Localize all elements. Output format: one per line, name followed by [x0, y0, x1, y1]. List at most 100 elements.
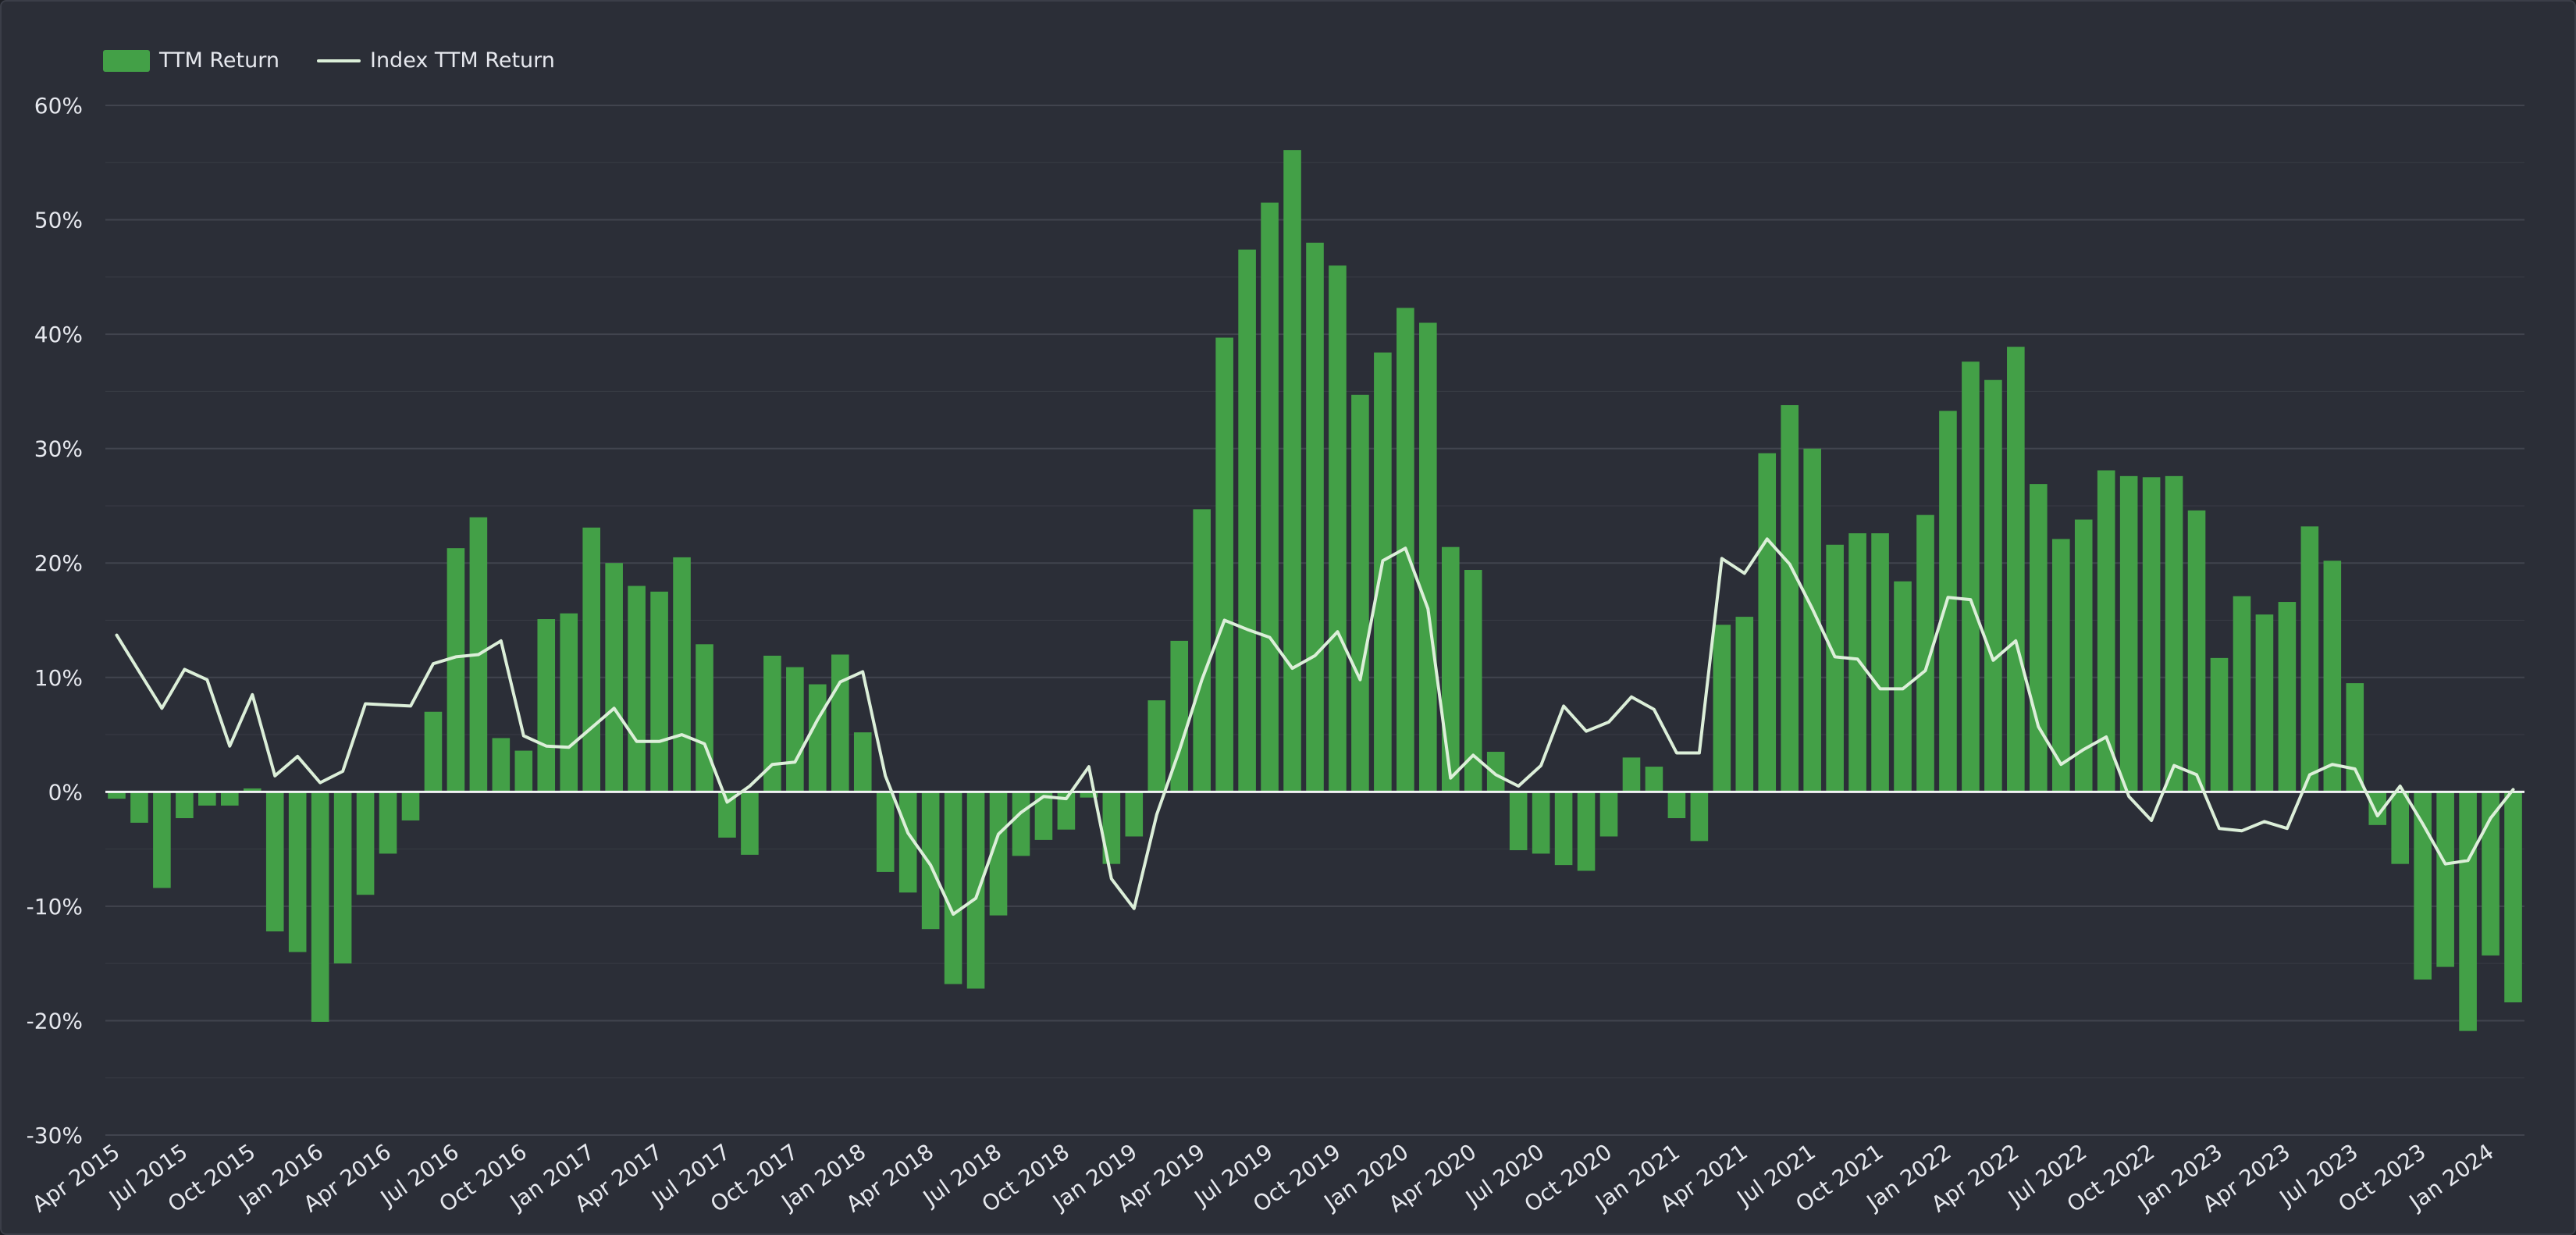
bar[interactable] [514, 750, 533, 792]
bar[interactable] [1012, 792, 1030, 856]
bar[interactable] [831, 654, 849, 792]
bar[interactable] [921, 792, 940, 930]
bar[interactable] [1261, 202, 1279, 792]
bar[interactable] [356, 792, 375, 895]
bar[interactable] [1102, 792, 1121, 864]
bar[interactable] [763, 655, 781, 792]
bar[interactable] [1645, 767, 1663, 792]
bar[interactable] [1034, 792, 1053, 840]
bar[interactable] [2233, 596, 2251, 792]
bar[interactable] [2459, 792, 2477, 1031]
bar[interactable] [2030, 484, 2048, 792]
bar[interactable] [1238, 249, 1256, 792]
bar[interactable] [1781, 404, 1799, 792]
bar[interactable] [2187, 510, 2206, 792]
bar[interactable] [1962, 361, 1980, 792]
bar[interactable] [537, 619, 556, 792]
index-line[interactable] [115, 537, 2515, 916]
bar[interactable] [2414, 792, 2432, 980]
bar[interactable] [898, 792, 917, 893]
bar[interactable] [1464, 570, 1482, 792]
bar[interactable] [153, 792, 171, 888]
bar[interactable] [1351, 394, 1369, 792]
bar[interactable] [1170, 640, 1189, 792]
bar[interactable] [2119, 475, 2138, 792]
bar[interactable] [108, 792, 126, 799]
bar[interactable] [1509, 792, 1528, 851]
bar[interactable] [989, 792, 1008, 916]
bar[interactable] [944, 792, 962, 984]
bar[interactable] [447, 548, 465, 792]
bar[interactable] [2323, 561, 2342, 792]
bar[interactable] [2278, 602, 2297, 792]
bar[interactable] [560, 613, 578, 792]
bar[interactable] [1894, 581, 1912, 792]
bar[interactable] [2051, 539, 2070, 792]
bar[interactable] [1283, 150, 1301, 792]
bar[interactable] [333, 792, 352, 964]
bar[interactable] [786, 667, 804, 792]
bar[interactable] [424, 711, 443, 792]
bar[interactable] [2482, 792, 2500, 956]
bar[interactable] [1758, 453, 1777, 792]
bar[interactable] [1080, 792, 1098, 798]
bar[interactable] [1803, 448, 1821, 792]
bar[interactable] [1329, 265, 1347, 792]
bar[interactable] [2255, 614, 2274, 792]
bar[interactable] [492, 738, 511, 792]
legend-item-index-ttm-return[interactable]: Index TTM Return [316, 48, 555, 73]
bar[interactable] [2165, 475, 2183, 792]
bar[interactable] [741, 792, 759, 855]
bar[interactable] [2504, 792, 2522, 1002]
bar[interactable] [1419, 322, 1437, 792]
bar[interactable] [1984, 379, 2002, 792]
bar[interactable] [2300, 526, 2319, 792]
bar[interactable] [1622, 757, 1641, 792]
bar[interactable] [650, 591, 668, 792]
bar[interactable] [2391, 792, 2410, 864]
bar[interactable] [1374, 352, 1392, 792]
bar[interactable] [311, 792, 329, 1022]
bar[interactable] [582, 527, 600, 792]
bar[interactable] [401, 792, 420, 820]
bar[interactable] [2210, 657, 2229, 792]
bar[interactable] [673, 557, 691, 792]
bar[interactable] [2007, 347, 2025, 792]
bar[interactable] [1713, 625, 1731, 792]
bar[interactable] [1125, 792, 1144, 837]
bar[interactable] [2097, 470, 2115, 792]
bar[interactable] [130, 792, 148, 823]
bar[interactable] [176, 792, 194, 819]
bar[interactable] [605, 563, 623, 792]
bar[interactable] [1871, 533, 1889, 792]
bar[interactable] [379, 792, 397, 854]
bar[interactable] [1916, 514, 1934, 792]
bar[interactable] [628, 585, 646, 792]
bar[interactable] [1057, 792, 1076, 830]
bar[interactable] [1193, 509, 1211, 792]
bar[interactable] [1735, 617, 1754, 792]
bar[interactable] [1147, 700, 1166, 792]
bar[interactable] [1667, 792, 1686, 819]
bar[interactable] [1577, 792, 1596, 871]
bar[interactable] [1532, 792, 1550, 854]
bar[interactable] [1554, 792, 1573, 866]
bar[interactable] [265, 792, 284, 932]
bar[interactable] [1826, 544, 1844, 792]
bar[interactable] [966, 792, 985, 989]
bar[interactable] [2436, 792, 2454, 967]
bar[interactable] [696, 644, 713, 792]
bar[interactable] [1690, 792, 1709, 842]
legend-item-ttm-return[interactable]: TTM Return [103, 48, 279, 73]
bar[interactable] [198, 792, 216, 806]
bar[interactable] [220, 792, 239, 806]
bar[interactable] [2142, 477, 2161, 792]
bar[interactable] [2368, 792, 2387, 825]
bar[interactable] [288, 792, 307, 952]
bar[interactable] [1215, 337, 1233, 792]
bar[interactable] [1599, 792, 1618, 837]
bar[interactable] [876, 792, 895, 872]
bar[interactable] [718, 792, 736, 838]
bar[interactable] [2346, 683, 2364, 792]
bar[interactable] [853, 732, 872, 792]
